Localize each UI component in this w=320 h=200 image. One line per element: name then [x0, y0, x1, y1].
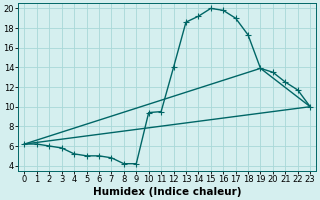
X-axis label: Humidex (Indice chaleur): Humidex (Indice chaleur) — [93, 187, 242, 197]
